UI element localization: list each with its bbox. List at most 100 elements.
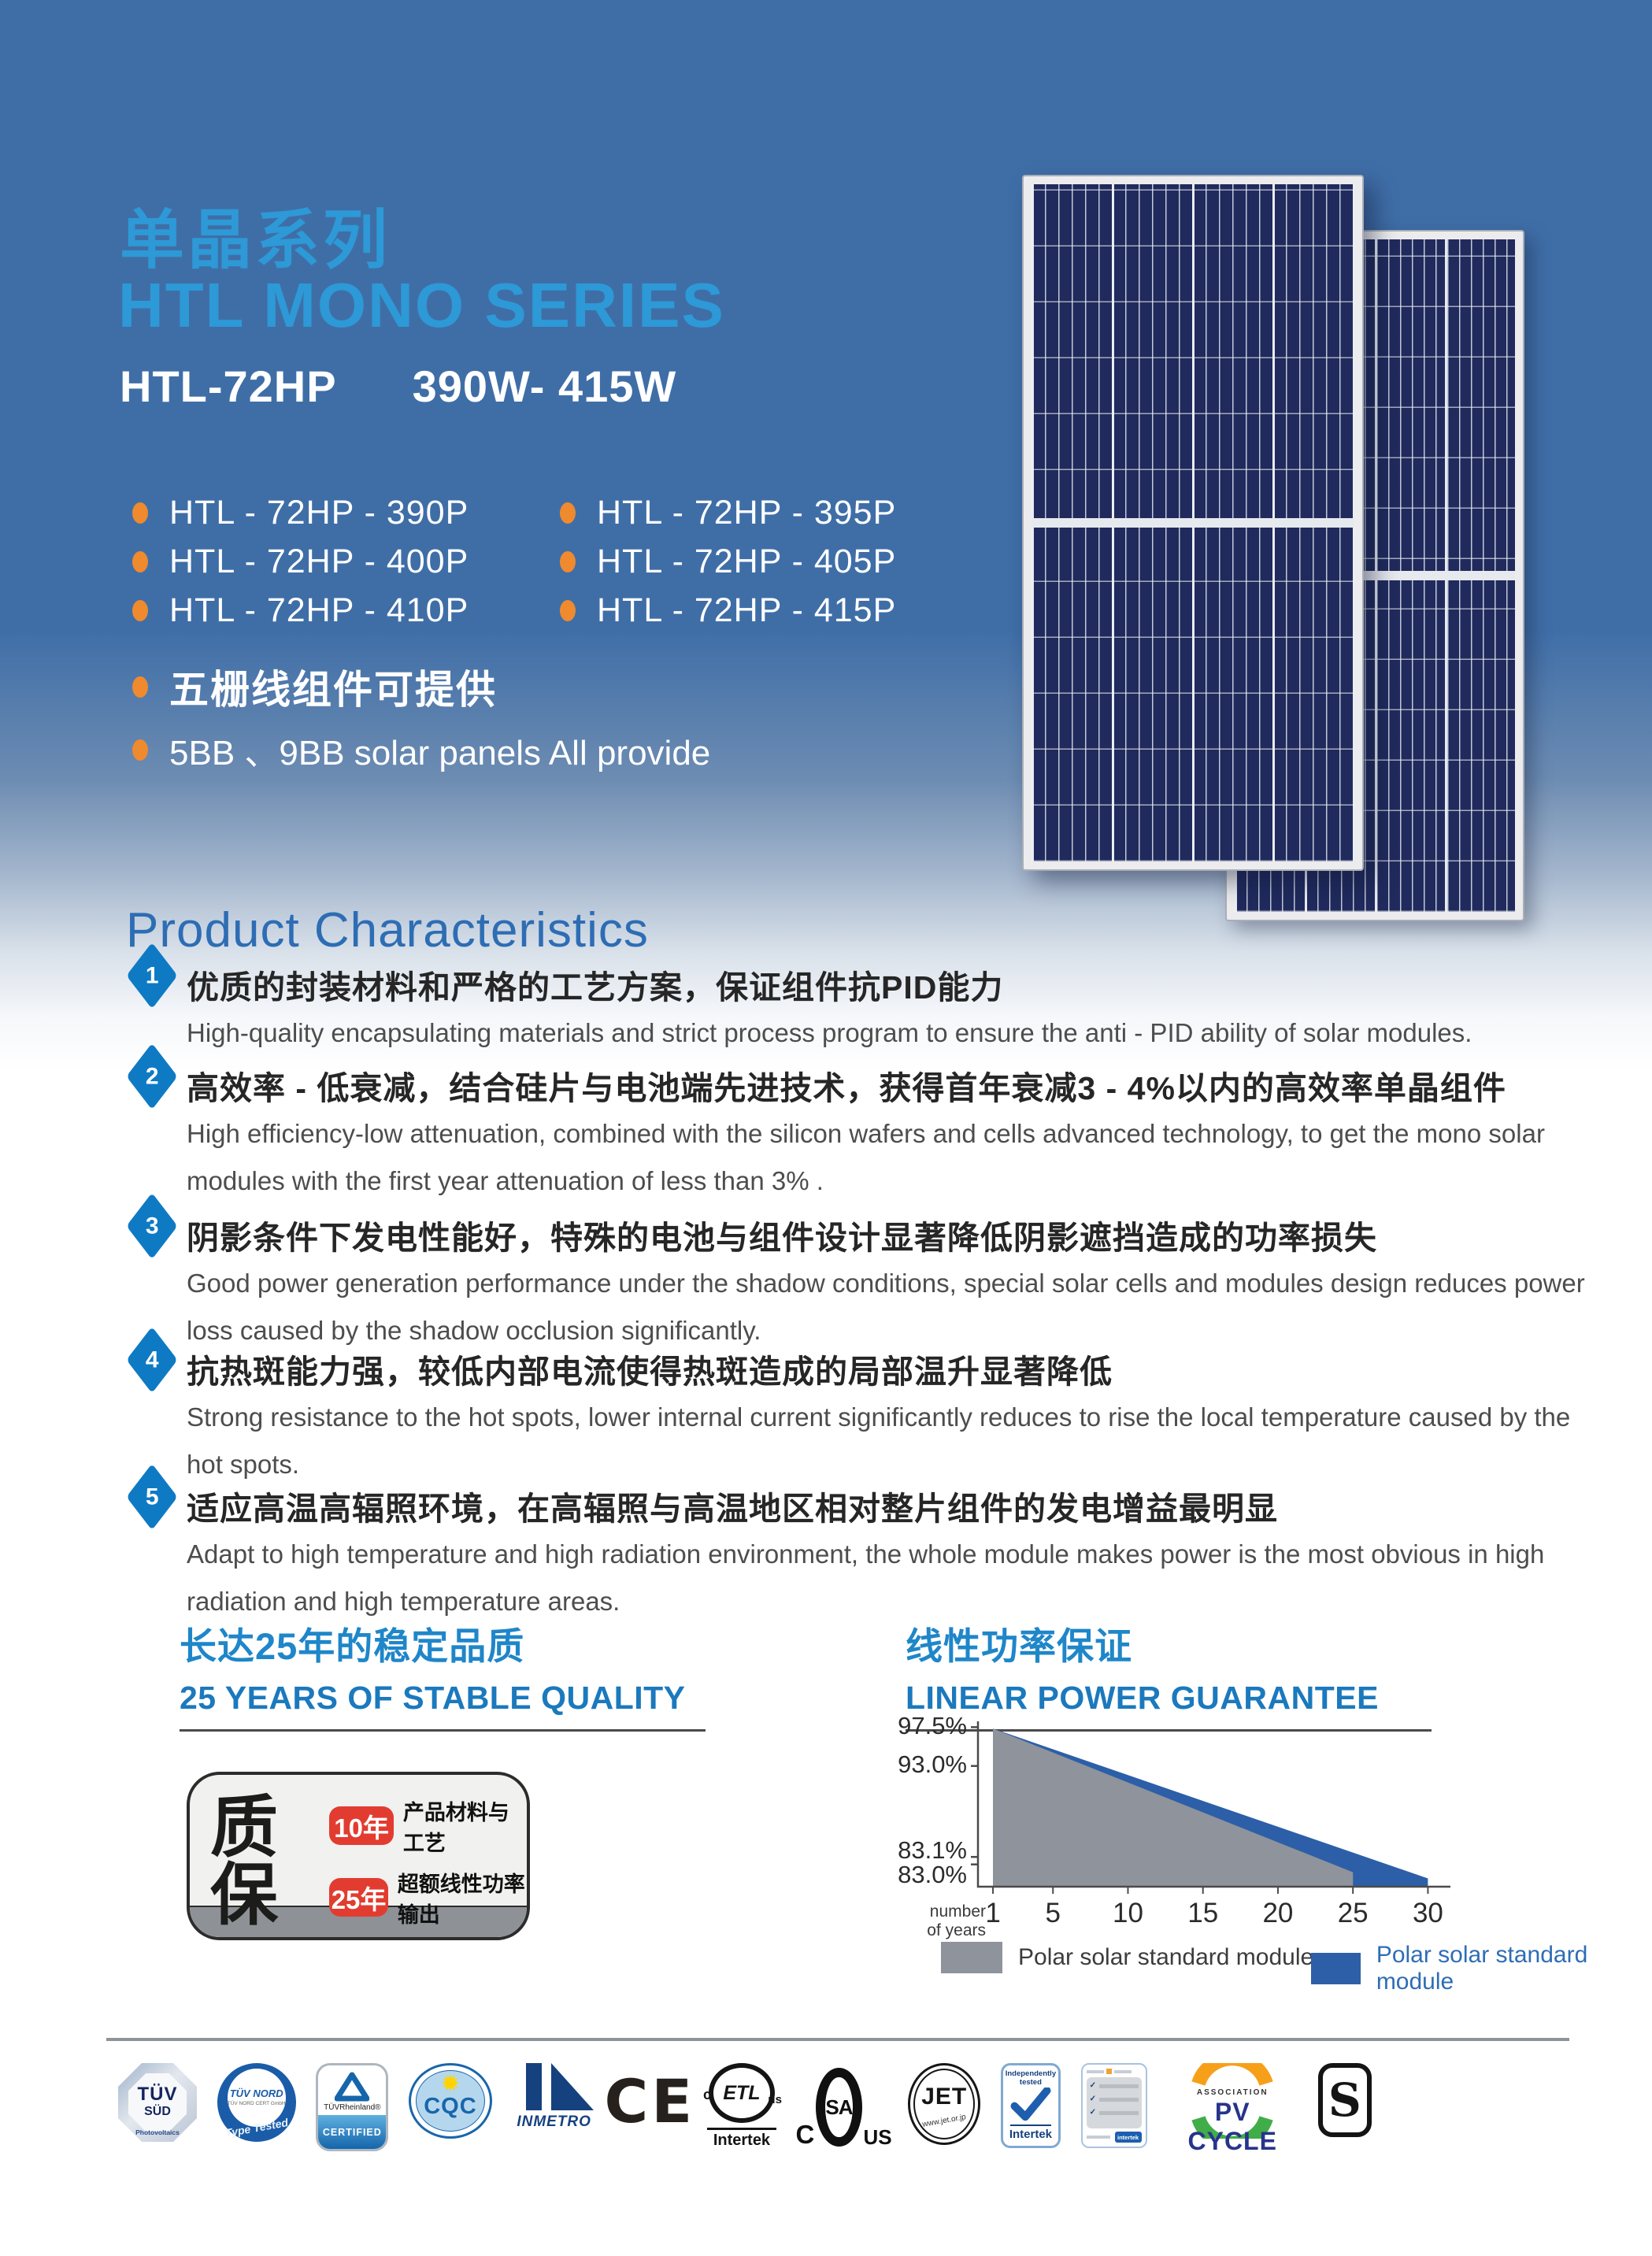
checkmark-icon: ✓ xyxy=(1089,2095,1096,2103)
power-chart-plot xyxy=(971,1721,1450,1894)
model-label: HTL - 72HP - 395P xyxy=(597,493,897,532)
tuv-sud-subtext: Photovoltaics xyxy=(135,2128,180,2136)
chart-area-polar-solar-standard-module xyxy=(993,1728,1354,1887)
card-header xyxy=(1086,2069,1142,2074)
s-mark-text: S xyxy=(1328,2073,1361,2127)
check-row: ✓ xyxy=(1090,2109,1139,2117)
tuv-nord-inner: TÜV NORD TÜV NORD CERT GmbH xyxy=(227,2069,286,2127)
chart-axes xyxy=(976,1721,1450,1888)
quality-column: 长达25年的稳定品质 25 YEARS OF STABLE QUALITY xyxy=(180,1616,706,1732)
feature-bullet-cn: 五栅线组件可提供 xyxy=(132,658,497,715)
characteristic-title-cn: 适应高温高辐照环境，在高辐照与高温地区相对整片组件的发电增益最明显 xyxy=(187,1491,1278,1527)
characteristic-desc-en: Adapt to high temperature and high radia… xyxy=(187,1539,1545,1616)
certified-band: CERTIFIED xyxy=(318,2115,387,2149)
association-text: ASSOCIATION xyxy=(1196,2088,1269,2097)
list-item: HTL - 72HP - 390P xyxy=(132,488,560,537)
tuv-sud-text: TÜV xyxy=(137,2084,178,2106)
independently-tested-text: Independently tested xyxy=(1005,2069,1057,2087)
jet-text: JET xyxy=(921,2083,968,2110)
feature-label: 5BB 、9BB solar panels All provide xyxy=(169,734,711,772)
chart-y-labels: 97.5% 93.0% 83.1% 83.0% xyxy=(898,1712,975,1888)
model-label: HTL - 72HP - 400P xyxy=(169,542,469,580)
power-range: 390W- 415W xyxy=(412,361,677,411)
cqc-logo: ✹ CQC xyxy=(408,2063,492,2139)
jet-url-text: www.jet.or.jp xyxy=(921,2112,967,2129)
bullet-icon xyxy=(132,502,148,524)
model-label: HTL - 72HP - 410P xyxy=(169,591,469,629)
s-mark-logo: S xyxy=(1317,2063,1372,2137)
etl-c-text: c xyxy=(702,2087,711,2102)
y-tick-label: 83.1% xyxy=(898,1836,967,1864)
section-title: Product Characteristics xyxy=(126,903,649,958)
page-title-cn: 单晶系列 xyxy=(120,205,391,276)
etl-circle: ETL xyxy=(708,2063,775,2123)
inmetro-text: INMETRO xyxy=(517,2113,591,2130)
sun-icon: ✹ xyxy=(440,2071,461,2097)
bullet-icon xyxy=(560,550,576,572)
jet-inner: JET www.jet.or.jp xyxy=(913,2069,976,2139)
legend-label: Polar solar standard module xyxy=(1376,1942,1588,1995)
card-checklist: ✓ ✓ ✓ xyxy=(1086,2077,1142,2128)
page-title-en: HTL MONO SERIES xyxy=(118,270,725,340)
number-badge: 5 xyxy=(126,1463,178,1531)
characteristic-title-cn: 阴影条件下发电性能好，特殊的电池与组件设计显著降低阴影遮挡造成的功率损失 xyxy=(187,1220,1377,1256)
csa-c-text: C xyxy=(795,2120,815,2149)
characteristic-desc-en: Strong resistance to the hot spots, lowe… xyxy=(187,1402,1571,1479)
checkmark-icon: ✓ xyxy=(1089,2108,1096,2117)
recycle-arrows-icon xyxy=(1191,2063,1273,2139)
intertek-certificate-card: ✓ ✓ ✓ intertek xyxy=(1080,2063,1147,2148)
etl-logo: ETL c us Intertek xyxy=(702,2063,782,2150)
etl-text: ETL xyxy=(723,2081,761,2104)
tuv-sud-text: SÜD xyxy=(144,2105,171,2119)
y-tick-label: 97.5% xyxy=(898,1712,967,1740)
pv-cycle-text: PV CYCLE xyxy=(1187,2098,1277,2155)
legend-swatch-blue xyxy=(1311,1953,1361,1984)
y-tick-label: 83.0% xyxy=(898,1861,967,1889)
model-label: HTL - 72HP - 390P xyxy=(169,493,469,532)
number-label: 1 xyxy=(145,961,159,989)
triangle-icon xyxy=(335,2072,370,2102)
inmetro-logo: INMETRO xyxy=(513,2063,596,2139)
list-item: HTL - 72HP - 415P xyxy=(560,586,896,635)
power-title-cn: 线性功率保证 xyxy=(906,1625,1132,1667)
list-item: HTL - 72HP - 395P xyxy=(560,488,896,537)
bullet-icon xyxy=(132,676,148,698)
tuv-nord-text: TÜV NORD xyxy=(229,2087,283,2100)
bullet-icon xyxy=(132,599,148,621)
checkmark-icon xyxy=(1010,2087,1051,2121)
check-row: ✓ xyxy=(1090,2095,1139,2103)
csa-sa-text: SA xyxy=(825,2095,853,2119)
legend-label: Polar solar standard module xyxy=(1018,1944,1314,1970)
section-divider xyxy=(106,2038,1569,2041)
csa-circle: SA xyxy=(816,2068,862,2147)
characteristic-desc-en: Good power generation performance under … xyxy=(187,1269,1585,1345)
inmetro-mark-icon xyxy=(525,2063,594,2110)
bullet-icon xyxy=(132,739,148,761)
divider xyxy=(706,2128,776,2130)
warranty-row: 10年 产品材料与工艺 xyxy=(329,1795,527,1857)
intertek-chip: intertek xyxy=(1114,2132,1142,2143)
warranty-label: 质保 xyxy=(210,1790,280,1933)
bullet-icon xyxy=(560,502,576,524)
number-badge: 4 xyxy=(126,1326,178,1394)
csa-us-text: US xyxy=(863,2125,892,2149)
bullet-icon xyxy=(132,550,148,572)
logo-dot xyxy=(1106,2069,1112,2074)
list-item: HTL - 72HP - 405P xyxy=(560,537,896,586)
pv-cycle-logo: ASSOCIATION PV CYCLE xyxy=(1167,2063,1298,2155)
tuv-rheinland-text: TÜVRheinland® xyxy=(324,2103,381,2112)
model-label: HTL - 72HP - 405P xyxy=(597,542,897,580)
warranty-years-pill: 25年 xyxy=(329,1878,388,1917)
legend-item-guaranteed: Polar solar standard module xyxy=(1311,1942,1614,1995)
number-badge: 2 xyxy=(126,1043,178,1110)
feature-label: 五栅线组件可提供 xyxy=(169,668,497,712)
warranty-badge: 质保 10年 产品材料与工艺 25年 超额线性功率输出 xyxy=(187,1772,530,1940)
number-label: 3 xyxy=(145,1212,159,1239)
tuv-nord-logo: TÜV NORD TÜV NORD CERT GmbH Type Tested xyxy=(217,2063,296,2142)
characteristic-desc-en: High-quality encapsulating materials and… xyxy=(187,1018,1472,1047)
ce-mark-logo: CE xyxy=(604,2065,696,2136)
divider xyxy=(1009,2124,1052,2126)
legend-swatch-gray xyxy=(941,1942,1002,1973)
solar-panel-front-image xyxy=(1022,175,1364,871)
